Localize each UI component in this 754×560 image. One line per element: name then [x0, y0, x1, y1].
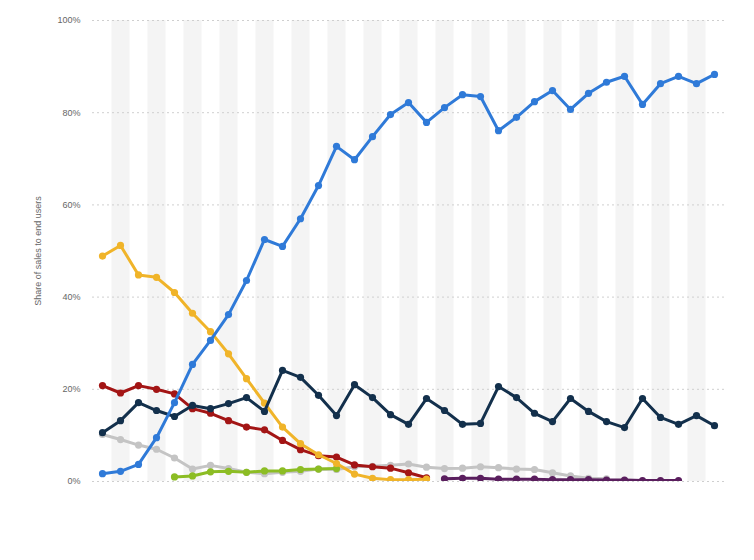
svg-text:Share of sales to end users: Share of sales to end users — [33, 196, 43, 306]
svg-text:80%: 80% — [62, 108, 80, 118]
svg-text:100%: 100% — [57, 15, 80, 25]
svg-text:60%: 60% — [62, 200, 80, 210]
svg-text:20%: 20% — [62, 384, 80, 394]
svg-text:0%: 0% — [67, 476, 80, 486]
svg-text:40%: 40% — [62, 292, 80, 302]
